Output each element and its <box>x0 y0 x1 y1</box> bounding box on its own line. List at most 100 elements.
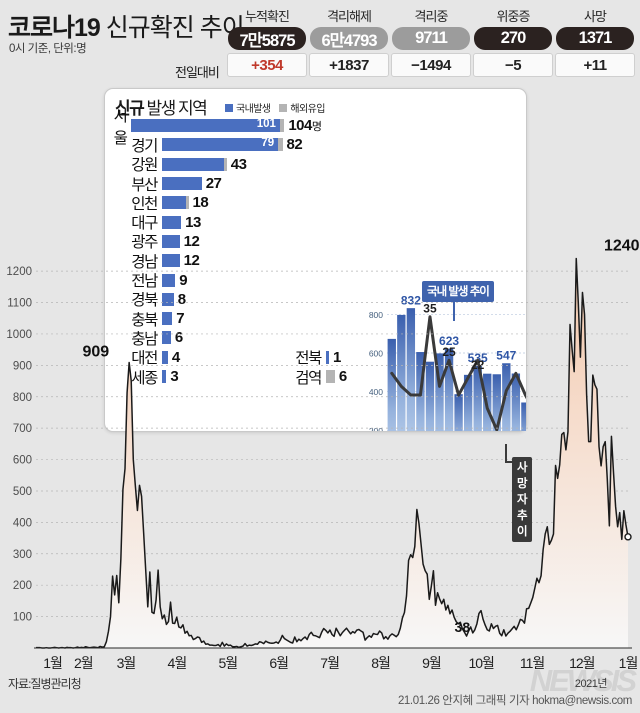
inset-title-stem <box>453 297 455 321</box>
header: 코로나19 신규확진 추이 0시 기준, 단위:명 전일대비 누적확진 7만587… <box>0 0 640 86</box>
region-row: 강원 43 <box>111 155 321 175</box>
region-panel-title-strong: 신규 <box>115 99 145 118</box>
region-legend: 국내발생 해외유입 <box>225 100 325 115</box>
region-total: 3 <box>170 368 179 385</box>
main-annotation: 38 <box>455 619 471 635</box>
legend-item-overseas: 해외유입 <box>279 100 325 115</box>
legend-label-overseas: 해외유입 <box>290 104 325 115</box>
region-total: 43 <box>230 155 247 173</box>
main-ytick: 500 <box>13 486 32 498</box>
region-row: 대구 13 <box>111 212 321 233</box>
main-xtick: 7월 <box>320 655 339 671</box>
legend-item-domestic: 국내발생 <box>225 100 271 115</box>
main-xtick: 4월 <box>168 655 187 671</box>
stat-delta: +1837 <box>309 53 389 77</box>
main-xtick: 6월 <box>269 655 288 671</box>
main-xtick: 3월 <box>117 655 136 671</box>
main-ytick: 600 <box>13 455 32 467</box>
source-label: 자료:질병관리청 <box>8 677 82 691</box>
stat-1: 격리해제 6만4793 +1837 <box>309 6 389 77</box>
stat-value: 7만5875 <box>228 27 306 50</box>
main-ytick: 200 <box>13 580 32 592</box>
region-name: 전남 <box>131 273 158 291</box>
stat-label: 위중증 <box>496 9 531 24</box>
region-row: 경북 8 <box>111 290 321 310</box>
newsis-watermark: NEWSIS <box>529 663 637 698</box>
main-ytick: 800 <box>13 392 32 404</box>
region-row-extra: 검역 6 <box>275 367 347 387</box>
stat-3: 위중증 270 −5 <box>473 6 553 77</box>
region-total: 6 <box>174 329 183 347</box>
main-annotation: 1240 <box>604 238 640 255</box>
bar-domestic-label: 79 <box>261 137 275 150</box>
region-name: 경북 <box>131 292 158 310</box>
bar-domestic: 79 <box>162 137 279 152</box>
stat-delta: +354 <box>227 53 307 77</box>
stat-value: 270 <box>474 27 552 50</box>
main-ytick: 900 <box>13 360 32 372</box>
region-name: 인천 <box>131 195 158 213</box>
bar-domestic <box>162 312 173 326</box>
inset-chart-title: 국내 발생 추이 <box>422 281 494 302</box>
region-extra-list: 전북 1 검역 6 <box>275 348 347 387</box>
stat-label: 격리해제 <box>327 9 372 24</box>
region-total: 9 <box>179 271 188 289</box>
region-bars <box>162 292 174 306</box>
region-total: 12 <box>183 252 200 270</box>
death-title-stem <box>505 444 507 462</box>
region-bars <box>162 370 167 383</box>
stat-label: 누적확진 <box>245 9 290 24</box>
main-ytick: 1200 <box>6 266 32 278</box>
region-name: 검역 <box>295 369 322 387</box>
year-note: 2021년 <box>574 678 608 690</box>
region-total: 4 <box>171 348 180 366</box>
region-bars <box>162 196 189 210</box>
main-ytick: 100 <box>13 612 32 624</box>
bar-domestic <box>162 292 174 306</box>
stat-label: 사망 <box>584 9 607 24</box>
bar-overseas <box>326 370 335 384</box>
region-total: 7 <box>176 310 185 328</box>
region-total: 104명 <box>288 117 322 135</box>
main-xtick: 5월 <box>218 655 237 671</box>
region-total: 12 <box>183 232 200 250</box>
credit-label: 21.01.26 안지혜 그래픽 기자 hokma@newsis.com <box>397 695 632 707</box>
death-title-stem-h <box>505 461 514 463</box>
stat-delta: −1494 <box>391 53 471 77</box>
region-row: 충남 6 <box>111 328 321 348</box>
region-row: 세종 3 <box>111 367 321 387</box>
stat-delta: +11 <box>555 53 635 77</box>
page-title: 코로나19 신규확진 추이 <box>8 8 245 44</box>
region-total: 8 <box>177 290 186 308</box>
bar-overseas <box>223 157 227 171</box>
main-xtick: 10월 <box>468 655 494 671</box>
stat-2: 격리중 9711 −1494 <box>391 6 471 77</box>
bar-overseas <box>278 138 283 152</box>
bar-domestic <box>162 196 186 210</box>
page-subtitle: 0시 기준, 단위:명 <box>9 43 87 55</box>
bar-domestic <box>162 254 180 268</box>
main-xtick: 9월 <box>422 655 441 671</box>
bar-domestic <box>162 177 202 191</box>
main-xtick: 12월 <box>569 655 595 671</box>
region-bar-list: 서울 101 104명 경기 79 82 강원 43 부산 27 인천 18 대구 13 광주 12 경남 12 전… <box>111 108 322 387</box>
region-unit: 명 <box>311 121 322 134</box>
bar-domestic <box>326 350 329 364</box>
main-last-point-marker <box>624 533 632 541</box>
region-total: 13 <box>185 213 201 231</box>
region-bars <box>326 370 335 384</box>
main-annotation: 909 <box>82 344 109 361</box>
main-xtick: 8월 <box>371 655 390 671</box>
region-bars <box>162 331 171 345</box>
stat-0: 누적확진 7만5875 +354 <box>227 6 307 77</box>
region-name: 세종 <box>131 369 158 387</box>
region-bars <box>162 234 180 248</box>
region-panel-title-rest: 발생 지역 <box>146 99 208 118</box>
main-trend-line <box>36 257 629 649</box>
bar-domestic <box>162 370 167 383</box>
region-bars <box>162 157 227 171</box>
main-area-fill <box>36 258 628 648</box>
region-name: 전북 <box>295 350 322 368</box>
stat-label: 격리중 <box>414 9 449 24</box>
